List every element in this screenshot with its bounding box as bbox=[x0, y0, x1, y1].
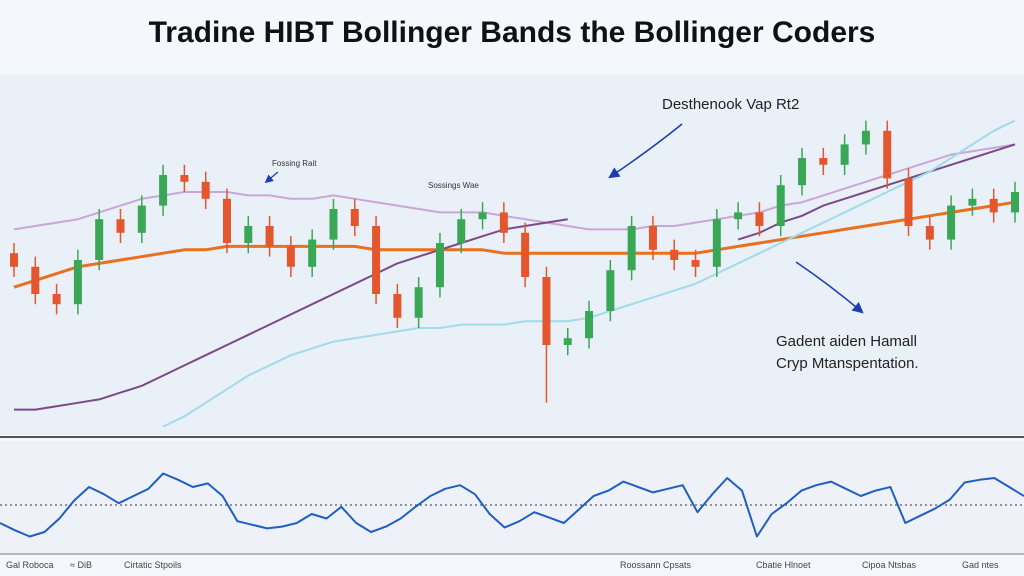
candle-body bbox=[499, 212, 508, 233]
candle-body bbox=[435, 243, 444, 288]
annotation: Cryp Mtanspentation. bbox=[776, 355, 919, 372]
chart-title: Tradine HIBT Bollinger Bands the Bolling… bbox=[149, 16, 876, 49]
candle-body bbox=[180, 175, 189, 182]
candle-body bbox=[947, 205, 956, 240]
candle-body bbox=[116, 219, 125, 233]
candle-body bbox=[372, 226, 381, 294]
candle-body bbox=[521, 232, 530, 277]
candle-body bbox=[478, 212, 487, 220]
candle-body bbox=[414, 287, 423, 318]
annotation: Sossings Wae bbox=[428, 181, 479, 190]
candle-body bbox=[776, 185, 785, 226]
candle-body bbox=[755, 212, 764, 226]
band-line bbox=[13, 143, 1016, 231]
candle-body bbox=[798, 158, 807, 186]
footer-item: Cipoa Ntsbas bbox=[862, 560, 917, 570]
candle-body bbox=[734, 212, 743, 220]
candle-body bbox=[627, 226, 636, 271]
candle-body bbox=[286, 246, 295, 267]
candle-body bbox=[968, 198, 977, 206]
candle-body bbox=[95, 219, 104, 260]
footer-item: Cbatie Hlnoet bbox=[756, 560, 811, 570]
annotation: Gadent aiden Hamall bbox=[776, 333, 917, 350]
candle-body bbox=[648, 226, 657, 250]
oscillator-panel bbox=[0, 441, 1024, 553]
footer-item: Cirtatic Stpoils bbox=[124, 560, 182, 570]
annotation: Fossing Rait bbox=[272, 159, 317, 168]
candle-body bbox=[819, 158, 828, 165]
candle-body bbox=[137, 205, 146, 233]
footer-item: Gal Roboca bbox=[6, 560, 54, 570]
candle-body bbox=[563, 338, 572, 345]
candle-body bbox=[31, 266, 40, 294]
candle-body bbox=[265, 226, 274, 247]
oscillator-line bbox=[0, 472, 1024, 538]
candle-body bbox=[73, 260, 82, 305]
candle-body bbox=[606, 270, 615, 311]
arrow bbox=[795, 261, 864, 314]
footer-item: Gad ntes bbox=[962, 560, 999, 570]
candle-body bbox=[329, 209, 338, 240]
price-panel bbox=[0, 75, 1024, 435]
candle-body bbox=[904, 178, 913, 226]
candle-body bbox=[925, 226, 934, 240]
candle-body bbox=[222, 198, 231, 243]
annotation: Desthenook Vap Rt2 bbox=[662, 96, 799, 113]
candle-body bbox=[350, 209, 359, 226]
footer-item: ≈ DiB bbox=[70, 560, 92, 570]
candle-body bbox=[1011, 192, 1019, 213]
candle-body bbox=[308, 239, 317, 267]
candle-body bbox=[670, 249, 679, 260]
candle-body bbox=[989, 198, 998, 213]
candle-body bbox=[393, 294, 402, 318]
candle-body bbox=[883, 130, 892, 179]
candle-body bbox=[542, 277, 551, 345]
candle-body bbox=[457, 219, 466, 243]
candle-body bbox=[244, 226, 253, 243]
candle-body bbox=[159, 175, 168, 206]
candle-body bbox=[840, 144, 849, 165]
footer-item: Roossann Cpsats bbox=[620, 560, 692, 570]
candle-body bbox=[585, 311, 594, 339]
arrow bbox=[264, 171, 279, 184]
candle-body bbox=[712, 219, 721, 267]
band-line bbox=[13, 200, 1016, 289]
candle-body bbox=[52, 294, 61, 305]
candle-body bbox=[201, 181, 210, 199]
candle-body bbox=[10, 253, 18, 267]
candle-body bbox=[861, 130, 870, 145]
candle-body bbox=[691, 260, 700, 267]
arrow bbox=[608, 123, 683, 179]
